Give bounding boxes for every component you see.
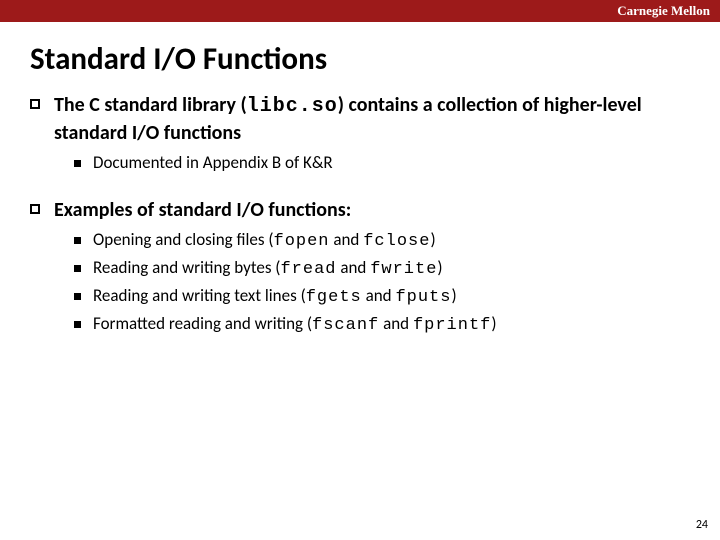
main-bullet-text: The C standard library (libc.so) contain…	[54, 92, 690, 146]
sub-bullet-text: Opening and closing files (fopen and fcl…	[93, 229, 436, 254]
main-bullet-text: Examples of standard I/O functions:	[54, 197, 351, 223]
text-run: )	[437, 257, 442, 278]
text-run: The C standard library (	[54, 93, 247, 117]
sub-bullet-text: Documented in Appendix B of K&R	[93, 152, 333, 175]
code-text: fgets	[306, 288, 362, 307]
code-text: fputs	[395, 288, 451, 307]
solid-bullet-icon	[74, 265, 81, 272]
solid-bullet-icon	[74, 321, 81, 328]
text-run: and	[336, 257, 370, 278]
sub-bullet: Formatted reading and writing (fscanf an…	[74, 313, 690, 338]
code-text: fprintf	[413, 316, 491, 335]
text-run: )	[430, 229, 435, 250]
text-run: and	[330, 229, 364, 250]
code-text: libc.so	[247, 95, 338, 118]
sub-bullet-text: Reading and writing bytes (fread and fwr…	[93, 257, 443, 282]
slide-title: Standard I/O Functions	[0, 22, 720, 92]
text-run: Formatted reading and writing (	[93, 313, 312, 334]
sub-bullet-text: Reading and writing text lines (fgets an…	[93, 285, 457, 310]
sub-bullet: Reading and writing bytes (fread and fwr…	[74, 257, 690, 282]
sub-bullet: Opening and closing files (fopen and fcl…	[74, 229, 690, 254]
code-text: fclose	[363, 232, 430, 251]
text-run: and	[362, 285, 396, 306]
code-text: fread	[280, 260, 336, 279]
brand-label: Carnegie Mellon	[617, 3, 710, 19]
text-run: Documented in Appendix B of K&R	[93, 152, 333, 173]
page-number: 24	[696, 518, 708, 532]
sub-bullet: Documented in Appendix B of K&R	[74, 152, 690, 175]
hollow-bullet-icon	[30, 204, 40, 214]
text-run: Examples of standard I/O functions:	[54, 198, 351, 222]
text-run: Reading and writing bytes (	[93, 257, 280, 278]
slide-content: The C standard library (libc.so) contain…	[0, 92, 720, 338]
sub-bullet-list: Documented in Appendix B of K&R	[74, 152, 690, 175]
code-text: fscanf	[312, 316, 379, 335]
sub-bullet-text: Formatted reading and writing (fscanf an…	[93, 313, 497, 338]
main-bullet: The C standard library (libc.so) contain…	[30, 92, 690, 146]
header-bar: Carnegie Mellon	[0, 0, 720, 22]
hollow-bullet-icon	[30, 99, 40, 109]
sub-bullet: Reading and writing text lines (fgets an…	[74, 285, 690, 310]
sub-bullet-list: Opening and closing files (fopen and fcl…	[74, 229, 690, 338]
text-run: )	[451, 285, 456, 306]
solid-bullet-icon	[74, 160, 81, 167]
code-text: fopen	[274, 232, 330, 251]
text-run: Opening and closing files (	[93, 229, 274, 250]
text-run: )	[491, 313, 496, 334]
text-run: Reading and writing text lines (	[93, 285, 306, 306]
text-run: and	[379, 313, 413, 334]
main-bullet: Examples of standard I/O functions:	[30, 197, 690, 223]
solid-bullet-icon	[74, 293, 81, 300]
code-text: fwrite	[370, 260, 437, 279]
solid-bullet-icon	[74, 237, 81, 244]
